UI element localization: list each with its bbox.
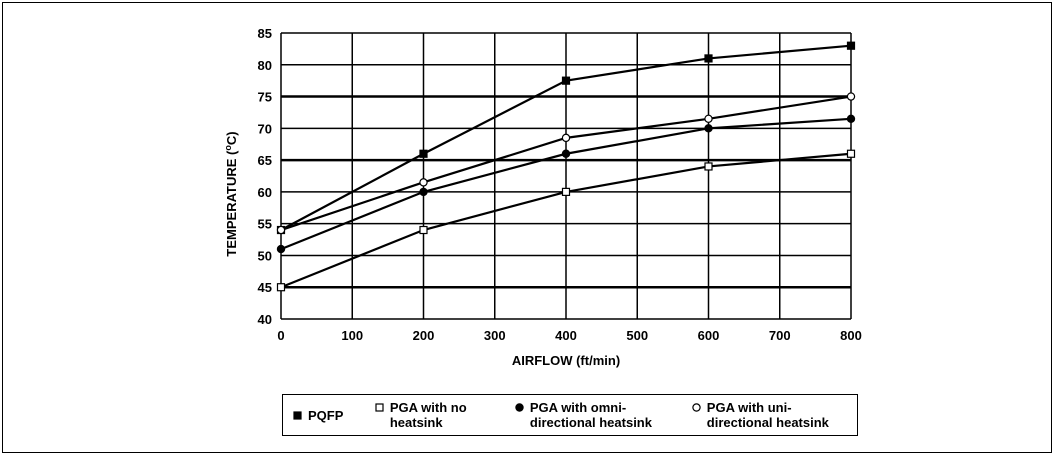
legend-marker-shape-0 [293,410,302,420]
x-tick-500: 500 [626,328,648,343]
data-series [276,41,856,292]
legend-label-2: PGA with omni-directional heatsink [529,400,652,430]
legend-entry-3: PGA with uni-directional heatsink [692,400,847,430]
x-tick-200: 200 [413,328,435,343]
data-point-1-4 [846,149,856,158]
y-tick-80: 80 [258,58,272,73]
data-point-2-4 [846,114,856,124]
data-point-1-2 [561,187,571,196]
data-point-3-3 [704,114,713,124]
x-tick-800: 800 [840,328,862,343]
y-tick-50: 50 [258,248,272,263]
series-3 [276,92,856,235]
legend-entry-0: PQFP [293,408,363,423]
x-tick-700: 700 [769,328,791,343]
data-point-2-0 [276,244,286,254]
y-tick-70: 70 [258,121,272,136]
y-tick-65: 65 [258,153,272,168]
x-tick-600: 600 [698,328,720,343]
y-axis-label: TEMPERATURE (oC) [223,131,239,256]
y-tick-85: 85 [258,26,272,41]
legend-label-1: PGA with no heatsink [389,400,467,430]
x-tick-400: 400 [555,328,577,343]
y-tick-75: 75 [258,90,272,105]
data-point-0-3 [704,54,713,63]
data-point-2-2 [561,149,571,158]
x-axis-label: AIRFLOW (ft/min) [512,353,620,368]
data-point-2-1 [419,187,428,197]
legend-label-0: PQFP [308,407,344,423]
legend: PQFP PGA with no heatsink PGA with omni-di… [282,394,858,436]
data-point-0-1 [419,149,428,158]
x-tick-300: 300 [484,328,506,343]
x-tick-0: 0 [277,328,284,343]
legend-marker-shape-2 [515,403,524,412]
grid-lines [280,32,852,320]
data-point-2-3 [704,124,713,133]
x-tick-labels: 0 100 200 300 400 500 600 700 800 [277,328,861,343]
legend-marker-shape-3 [692,403,701,412]
data-point-3-2 [561,133,571,143]
data-point-0-4 [846,41,856,50]
data-point-3-4 [846,92,856,101]
y-tick-55: 55 [258,217,272,232]
y-tick-labels: 40 45 50 55 60 65 70 75 80 85 [258,26,272,327]
legend-label-3: PGA with uni-directional heatsink [706,400,829,430]
legend-marker-1 [375,403,384,412]
data-point-0-2 [561,76,571,85]
legend-marker-0 [293,410,302,420]
y-tick-40: 40 [258,312,272,327]
data-point-3-0 [276,225,286,235]
y-tick-60: 60 [258,185,272,200]
legend-entry-2: PGA with omni-directional heatsink [515,400,680,430]
series-1 [276,149,856,292]
data-point-1-1 [419,225,428,235]
data-point-1-0 [276,283,286,292]
data-point-3-1 [419,178,428,187]
x-tick-100: 100 [341,328,363,343]
series-2 [276,114,856,254]
legend-marker-shape-1 [375,403,384,412]
legend-marker-2 [515,403,524,412]
data-point-1-3 [704,162,713,171]
legend-marker-3 [692,403,701,412]
legend-entry-1: PGA with no heatsink [375,400,503,430]
y-tick-45: 45 [258,280,272,295]
